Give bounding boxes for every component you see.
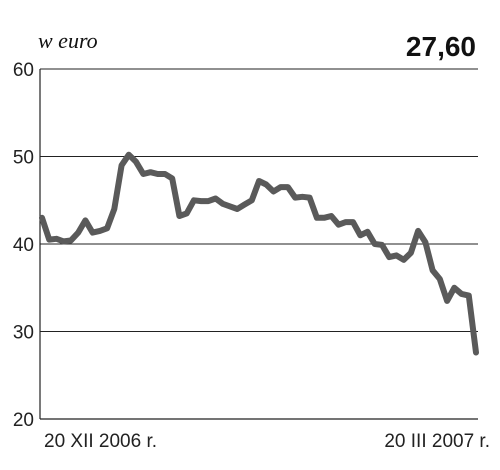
y-tick-label-20: 20 (13, 410, 34, 431)
series-line-0 (39, 151, 479, 356)
y-tick-label-50: 50 (13, 148, 34, 169)
axes (39, 69, 478, 420)
y-tick-label-30: 30 (13, 323, 34, 344)
y-tick-label-40: 40 (13, 235, 34, 256)
unit-label: w euro (38, 28, 98, 53)
last-value-label: 27,60 (406, 31, 476, 62)
series-layer (39, 151, 479, 356)
y-axis-ticks: 20 30 40 50 60 (13, 60, 34, 431)
x-end-date-label: 20 III 2007 r. (384, 431, 490, 452)
y-tick-label-60: 60 (13, 60, 34, 81)
x-start-date-label: 20 XII 2006 r. (44, 431, 157, 452)
